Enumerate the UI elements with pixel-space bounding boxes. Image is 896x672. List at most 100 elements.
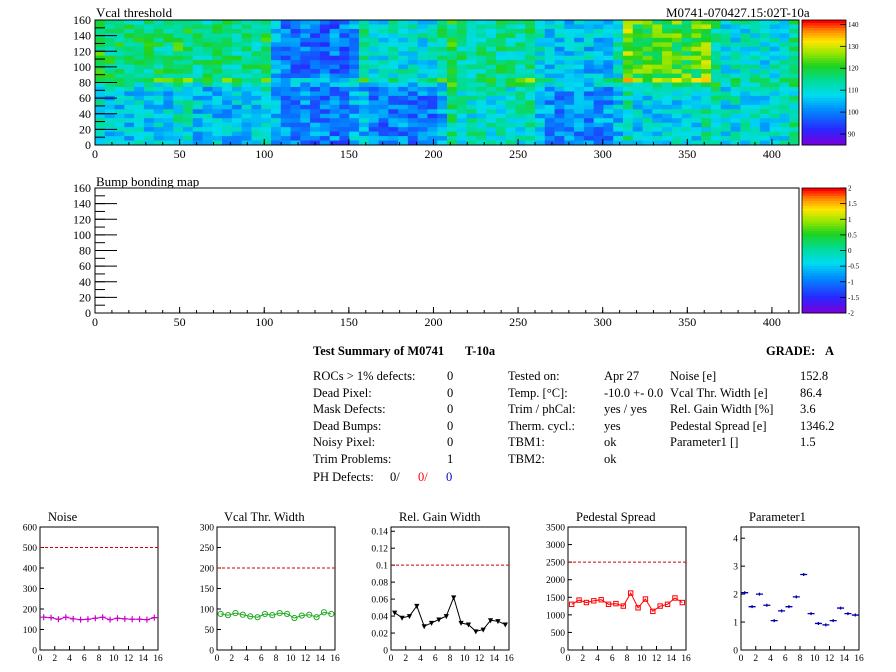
heatmap-cell (319, 37, 331, 43)
heatmap-cell (720, 20, 731, 25)
heatmap-cell (623, 140, 634, 146)
heatmap-cell (623, 131, 634, 137)
heatmap-cell (368, 131, 379, 137)
heatmap-cell (124, 104, 135, 110)
heatmap-cell (515, 55, 526, 61)
x-tick-label: 10 (637, 654, 647, 664)
heatmap-cell (212, 131, 223, 137)
data-point (664, 601, 671, 608)
heatmap-cell (349, 60, 360, 66)
heatmap-cell (202, 109, 213, 115)
heatmap-cell (368, 95, 379, 101)
heatmap-cell (339, 95, 350, 101)
heatmap-cell (202, 82, 213, 88)
heatmap-cell (564, 42, 575, 48)
heatmap-cell (114, 95, 125, 101)
heatmap-cell (603, 109, 614, 115)
x-tick-label: 250 (509, 315, 527, 329)
heatmap-cell (280, 69, 291, 74)
x-tick-label: 200 (424, 315, 442, 329)
heatmap-cell (691, 127, 702, 132)
heatmap-cell (564, 69, 575, 74)
heatmap-cell (437, 122, 448, 128)
heatmap-cell (173, 136, 184, 141)
heatmap-cell (574, 28, 585, 34)
heatmap-cell (407, 73, 419, 79)
heatmap-cell (769, 42, 780, 48)
heatmap-cell (603, 95, 614, 101)
heatmap-cell (583, 122, 595, 128)
heatmap-cell (339, 24, 350, 30)
heatmap-cell (212, 42, 223, 48)
heatmap-cell (535, 82, 546, 88)
palette-tick-label: 120 (848, 65, 859, 73)
heatmap-cell (124, 140, 135, 146)
heatmap-cell (671, 109, 683, 115)
heatmap-cell (603, 78, 614, 83)
data-point (239, 611, 246, 618)
heatmap-cell (632, 95, 643, 101)
heatmap-cell (280, 46, 291, 52)
heatmap-cell (574, 104, 585, 110)
heatmap-cell (632, 69, 643, 74)
heatmap-cell (163, 37, 174, 43)
heatmap-cell (632, 73, 643, 79)
heatmap-cell (447, 86, 458, 92)
heatmap-cell (114, 140, 125, 146)
heatmap-cell (319, 95, 331, 101)
heatmap-cell (750, 82, 761, 88)
heatmap-cell (662, 69, 673, 74)
heatmap-cell (271, 64, 282, 70)
heatmap-cell (417, 100, 428, 106)
heatmap-cell (740, 140, 751, 146)
heatmap-cell (378, 109, 389, 115)
heatmap-cell (583, 69, 595, 74)
heatmap-cell (378, 131, 389, 137)
heatmap-cell (427, 118, 438, 124)
summary-temp-tag: T-10a (465, 344, 496, 358)
x-tick-label: 100 (255, 315, 273, 329)
heatmap-cell (652, 51, 663, 57)
heatmap-cell (134, 104, 145, 110)
heatmap-cell (691, 46, 702, 52)
heatmap-cell (388, 64, 399, 70)
heatmap-cell (104, 131, 115, 137)
heatmap-cell (359, 42, 370, 48)
summary-right-label: Pedestal Spread [e] (670, 418, 767, 433)
x-tick-label: 2 (403, 654, 408, 664)
heatmap-cell (720, 91, 731, 97)
heatmap-cell (769, 136, 780, 141)
heatmap-cell (456, 86, 467, 92)
heatmap-cell (515, 118, 526, 124)
heatmap-cell (202, 113, 213, 119)
heatmap-cell (632, 37, 643, 43)
heatmap-cell (720, 131, 731, 137)
heatmap-cell (104, 55, 115, 61)
heatmap-cell (192, 64, 203, 70)
heatmap-cell (495, 42, 507, 48)
palette-segment (802, 67, 846, 71)
heatmap-cell (222, 33, 233, 39)
heatmap-cell (310, 86, 321, 92)
heatmap-cell (310, 24, 321, 30)
heatmap-cell (231, 127, 243, 132)
heatmap-cell (779, 136, 790, 141)
small-plot: Rel. Gain Width00.020.040.060.080.10.120… (371, 510, 514, 664)
heatmap-cell (701, 113, 712, 119)
heatmap-cell (593, 86, 604, 92)
heatmap-cell (173, 91, 184, 97)
heatmap-cell (730, 20, 741, 25)
data-point (143, 616, 150, 623)
heatmap-cell (662, 24, 673, 30)
heatmap-cell (730, 69, 741, 74)
heatmap-cell (652, 118, 663, 124)
heatmap-cell (124, 100, 135, 106)
heatmap-cell (720, 118, 731, 124)
x-tick-label: 50 (174, 147, 186, 161)
heatmap-cell (476, 95, 487, 101)
palette-segment (802, 205, 846, 209)
heatmap-cell (730, 82, 741, 88)
heatmap-cell (271, 28, 282, 34)
heatmap-cell (231, 24, 243, 30)
heatmap-cell (466, 64, 477, 70)
